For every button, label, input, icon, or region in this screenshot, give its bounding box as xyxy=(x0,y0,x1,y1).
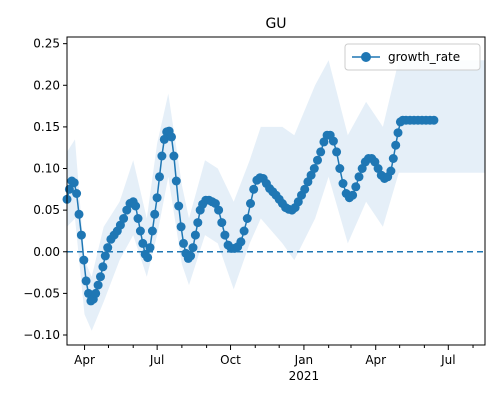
legend-frame xyxy=(344,43,481,71)
data-point xyxy=(316,147,326,157)
data-point xyxy=(239,226,249,236)
data-point xyxy=(174,201,184,211)
data-point xyxy=(179,238,188,248)
data-point xyxy=(306,170,316,180)
x-tick-label: Jul xyxy=(440,353,455,367)
data-point xyxy=(313,155,322,165)
x-tick-label: Jan xyxy=(294,353,314,367)
legend-marker xyxy=(361,52,371,62)
data-point xyxy=(236,237,246,247)
x-tick-label: Apr xyxy=(365,353,386,367)
data-point xyxy=(69,178,79,188)
data-point xyxy=(309,164,319,173)
legend: growth_rate xyxy=(344,43,481,71)
data-point xyxy=(91,288,101,298)
data-point xyxy=(249,184,259,194)
y-tick-label: 0.15 xyxy=(33,120,60,134)
data-point xyxy=(188,243,198,253)
data-point xyxy=(76,230,86,240)
data-point xyxy=(393,128,403,138)
data-point xyxy=(135,226,145,236)
y-tick-label: −0.05 xyxy=(23,286,60,300)
data-point xyxy=(429,115,439,125)
x-tick-label: Oct xyxy=(220,353,241,367)
data-point xyxy=(131,201,141,211)
y-tick-label: 0.25 xyxy=(33,37,60,51)
data-point xyxy=(138,238,148,248)
data-point xyxy=(72,189,82,198)
data-point xyxy=(388,154,398,163)
y-tick-label: 0.10 xyxy=(33,162,60,176)
data-point xyxy=(176,222,186,232)
data-point xyxy=(167,132,176,142)
data-point xyxy=(246,199,255,208)
x-tick-label: Apr xyxy=(74,353,95,367)
data-point xyxy=(157,151,167,161)
data-point xyxy=(100,251,110,261)
data-point xyxy=(338,179,348,188)
y-tick-label: 0.00 xyxy=(33,245,60,259)
x-year-label: 2021 xyxy=(289,369,320,383)
chart-title: GU xyxy=(265,16,286,32)
plot-frame xyxy=(66,36,486,346)
data-point xyxy=(190,230,200,240)
y-tick-label: 0.05 xyxy=(33,203,60,217)
data-point xyxy=(354,172,364,182)
data-point xyxy=(319,137,329,147)
legend-label: growth_rate xyxy=(388,50,460,64)
data-point xyxy=(193,218,203,228)
data-point xyxy=(220,230,230,240)
data-point xyxy=(186,251,196,261)
data-point xyxy=(217,218,227,228)
data-point xyxy=(300,184,310,194)
data-point xyxy=(169,151,179,161)
data-point xyxy=(93,280,103,290)
y-tick-label: 0.20 xyxy=(33,78,60,92)
data-point xyxy=(214,205,224,215)
data-point xyxy=(152,193,162,203)
data-point xyxy=(159,134,169,144)
data-point xyxy=(147,226,157,236)
data-point xyxy=(74,209,84,219)
data-point xyxy=(373,164,383,173)
data-point xyxy=(98,262,108,272)
data-point xyxy=(81,276,91,286)
data-point xyxy=(351,182,361,192)
data-point xyxy=(133,214,143,223)
data-point xyxy=(155,172,164,182)
data-point xyxy=(143,253,153,263)
y-tick-label: −0.10 xyxy=(23,328,60,342)
data-point xyxy=(348,190,358,200)
data-point xyxy=(242,214,252,223)
data-point xyxy=(150,209,160,219)
data-point xyxy=(335,164,345,173)
data-point xyxy=(332,147,342,157)
data-point xyxy=(103,243,113,253)
data-point xyxy=(79,255,89,265)
x-tick-label: Jul xyxy=(149,353,164,367)
data-point xyxy=(119,214,129,223)
data-point xyxy=(145,243,155,253)
data-point xyxy=(386,166,396,176)
data-point xyxy=(96,272,105,282)
data-point xyxy=(171,176,181,186)
data-point xyxy=(328,136,338,146)
data-point xyxy=(391,140,401,150)
